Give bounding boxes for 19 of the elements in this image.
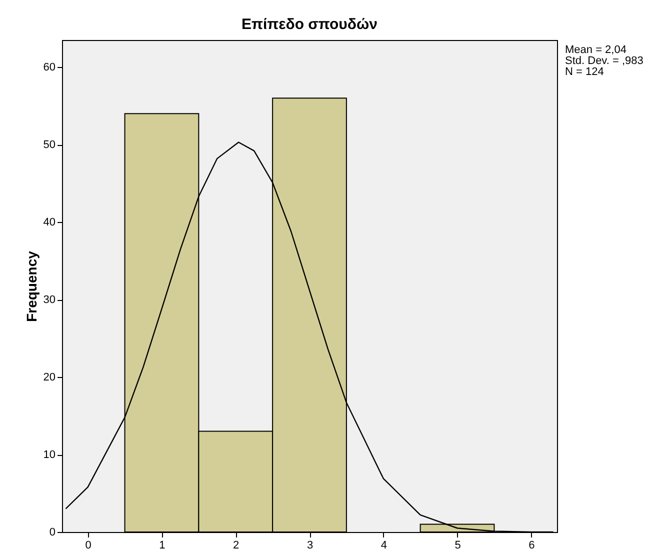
text: Mean = 2,04 bbox=[565, 44, 626, 56]
y-tick-label: 30 bbox=[43, 294, 56, 306]
text: N = 124 bbox=[565, 66, 604, 78]
y-axis-title: Frequency bbox=[23, 250, 40, 322]
text: Std. Dev. = ,983 bbox=[565, 55, 644, 67]
y-tick-label: 0 bbox=[49, 526, 56, 538]
x-tick-label: 0 bbox=[85, 540, 92, 552]
y-tick-label: 10 bbox=[43, 449, 56, 462]
y-tick-label: 20 bbox=[43, 372, 56, 384]
y-tick-label: 60 bbox=[43, 62, 56, 74]
x-tick-label: 4 bbox=[380, 540, 387, 552]
x-tick-label: 2 bbox=[233, 540, 240, 552]
x-tick-label: 3 bbox=[306, 540, 314, 552]
x-tick-label: 5 bbox=[454, 540, 461, 552]
y-tick-label: 50 bbox=[43, 139, 56, 152]
x-tick-label: 6 bbox=[528, 540, 535, 552]
chart-title: Επίπεδο σπουδών bbox=[241, 16, 378, 33]
y-tick-label: 40 bbox=[43, 216, 56, 229]
x-tick-label: 1 bbox=[159, 540, 166, 552]
